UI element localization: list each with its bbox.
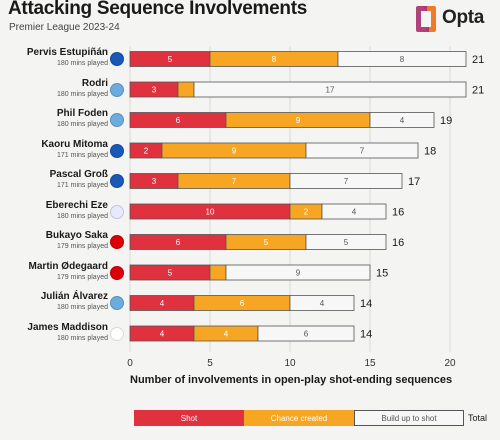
bar-buildup-label: 4 bbox=[320, 299, 325, 308]
bar-shot-label: 10 bbox=[206, 208, 215, 217]
bar-shot-label: 6 bbox=[176, 116, 181, 125]
bar-buildup bbox=[321, 203, 387, 220]
bar-buildup-label: 5 bbox=[344, 238, 349, 247]
player-minutes: 180 mins played bbox=[57, 212, 108, 220]
bar-shot-label: 5 bbox=[168, 55, 173, 64]
bar-total-label: 21 bbox=[472, 54, 484, 66]
player-minutes: 180 mins played bbox=[57, 304, 108, 311]
bar-shot-label: 5 bbox=[168, 269, 173, 278]
bar-shot-label: 6 bbox=[176, 238, 181, 247]
bar-buildup bbox=[193, 81, 467, 98]
x-tick-label: 15 bbox=[364, 358, 376, 369]
bar-chance-label: 5 bbox=[264, 238, 269, 247]
bar-buildup bbox=[337, 51, 467, 67]
player-name: Pascal Groß bbox=[49, 169, 108, 180]
legend-item: Build up to shot bbox=[354, 410, 464, 426]
bar-buildup bbox=[289, 173, 403, 189]
player-minutes: 180 mins played bbox=[57, 60, 108, 67]
x-tick-label: 5 bbox=[207, 358, 213, 369]
bar-chance-label: 9 bbox=[232, 147, 237, 156]
man-city-badge-icon bbox=[110, 296, 124, 310]
bar-buildup bbox=[369, 112, 435, 128]
bar-buildup-label: 7 bbox=[344, 177, 349, 186]
bar-total-label: 15 bbox=[376, 268, 388, 280]
player-name: Eberechi Eze bbox=[45, 199, 108, 211]
player-minutes: 180 mins played bbox=[57, 334, 108, 342]
player-name: Martin Ødegaard bbox=[28, 260, 108, 272]
man-city-badge-icon bbox=[110, 113, 124, 127]
x-tick-label: 10 bbox=[284, 358, 296, 369]
chart-subtitle: Premier League 2023-24 bbox=[9, 22, 120, 33]
bar-buildup-label: 8 bbox=[400, 55, 405, 64]
bar-buildup-label: 7 bbox=[360, 147, 365, 156]
arsenal-badge-icon bbox=[110, 265, 124, 280]
legend-item: Chance created bbox=[244, 410, 354, 426]
opta-logo-icon bbox=[416, 6, 436, 32]
player-name: Kaoru Mitoma bbox=[41, 138, 108, 150]
player-name: Julián Álvarez bbox=[40, 291, 108, 302]
bar-total-label: 14 bbox=[360, 298, 372, 310]
player-minutes: 180 mins played bbox=[57, 90, 108, 98]
bar-chance bbox=[209, 264, 227, 281]
bar-total-label: 18 bbox=[424, 146, 436, 158]
bar-buildup-label: 9 bbox=[296, 269, 301, 278]
bar-chance bbox=[177, 81, 195, 98]
bar-buildup bbox=[305, 234, 387, 250]
x-axis-title: Number of involvements in open-play shot… bbox=[130, 374, 453, 386]
player-minutes: 179 mins played bbox=[57, 243, 108, 250]
bar-chance-label: 7 bbox=[232, 177, 237, 186]
bar-buildup bbox=[305, 142, 419, 159]
tottenham-badge-icon bbox=[110, 326, 124, 341]
bar-total-label: 19 bbox=[440, 115, 452, 127]
player-minutes: 171 mins played bbox=[57, 151, 108, 159]
bar-chance-label: 6 bbox=[240, 299, 245, 308]
bar-total-label: 17 bbox=[408, 176, 420, 188]
bar-chance-label: 8 bbox=[272, 55, 277, 64]
bar-total-label: 16 bbox=[392, 237, 404, 249]
player-name: Phil Foden bbox=[56, 108, 108, 119]
player-name: Pervis Estupiñán bbox=[26, 47, 108, 58]
bar-shot-label: 3 bbox=[152, 86, 157, 95]
player-name: Bukayo Saka bbox=[45, 230, 108, 241]
brighton-badge-icon bbox=[110, 52, 124, 66]
bar-total-label: 16 bbox=[392, 207, 404, 219]
bar-buildup-label: 4 bbox=[400, 116, 405, 125]
legend-item: Shot bbox=[134, 410, 244, 426]
man-city-badge-icon bbox=[110, 82, 124, 97]
opta-logo-text: Opta bbox=[442, 7, 485, 28]
player-name: Rodri bbox=[81, 77, 108, 89]
player-minutes: 179 mins played bbox=[57, 273, 108, 281]
chart-title: Attacking Sequence Involvements bbox=[8, 0, 308, 19]
player-minutes: 180 mins played bbox=[57, 121, 108, 128]
bar-buildup bbox=[289, 295, 355, 311]
bar-chance-label: 4 bbox=[224, 330, 229, 339]
bar-chance-label: 2 bbox=[304, 208, 309, 217]
bar-total-label: 21 bbox=[472, 85, 484, 97]
crystal-palace-badge-icon bbox=[110, 204, 124, 219]
bar-shot-label: 4 bbox=[160, 330, 165, 339]
bar-shot-label: 2 bbox=[144, 147, 149, 156]
brighton-badge-icon bbox=[110, 174, 124, 188]
bar-buildup bbox=[257, 325, 355, 342]
x-tick-label: 0 bbox=[127, 358, 133, 369]
bar-buildup bbox=[225, 264, 371, 281]
x-tick-label: 20 bbox=[444, 358, 456, 369]
bar-shot-label: 3 bbox=[152, 177, 157, 186]
bar-buildup-label: 6 bbox=[304, 330, 309, 339]
bar-shot-label: 4 bbox=[160, 299, 165, 308]
arsenal-badge-icon bbox=[110, 235, 124, 249]
player-minutes: 171 mins played bbox=[57, 182, 108, 189]
legend-total-label: Total bbox=[468, 413, 488, 423]
bar-total-label: 14 bbox=[360, 329, 372, 341]
player-name: James Maddison bbox=[27, 321, 108, 333]
brighton-badge-icon bbox=[110, 143, 124, 158]
bar-chance-label: 9 bbox=[296, 116, 301, 125]
bar-buildup-label: 4 bbox=[352, 208, 357, 217]
bar-buildup-label: 17 bbox=[326, 86, 335, 95]
